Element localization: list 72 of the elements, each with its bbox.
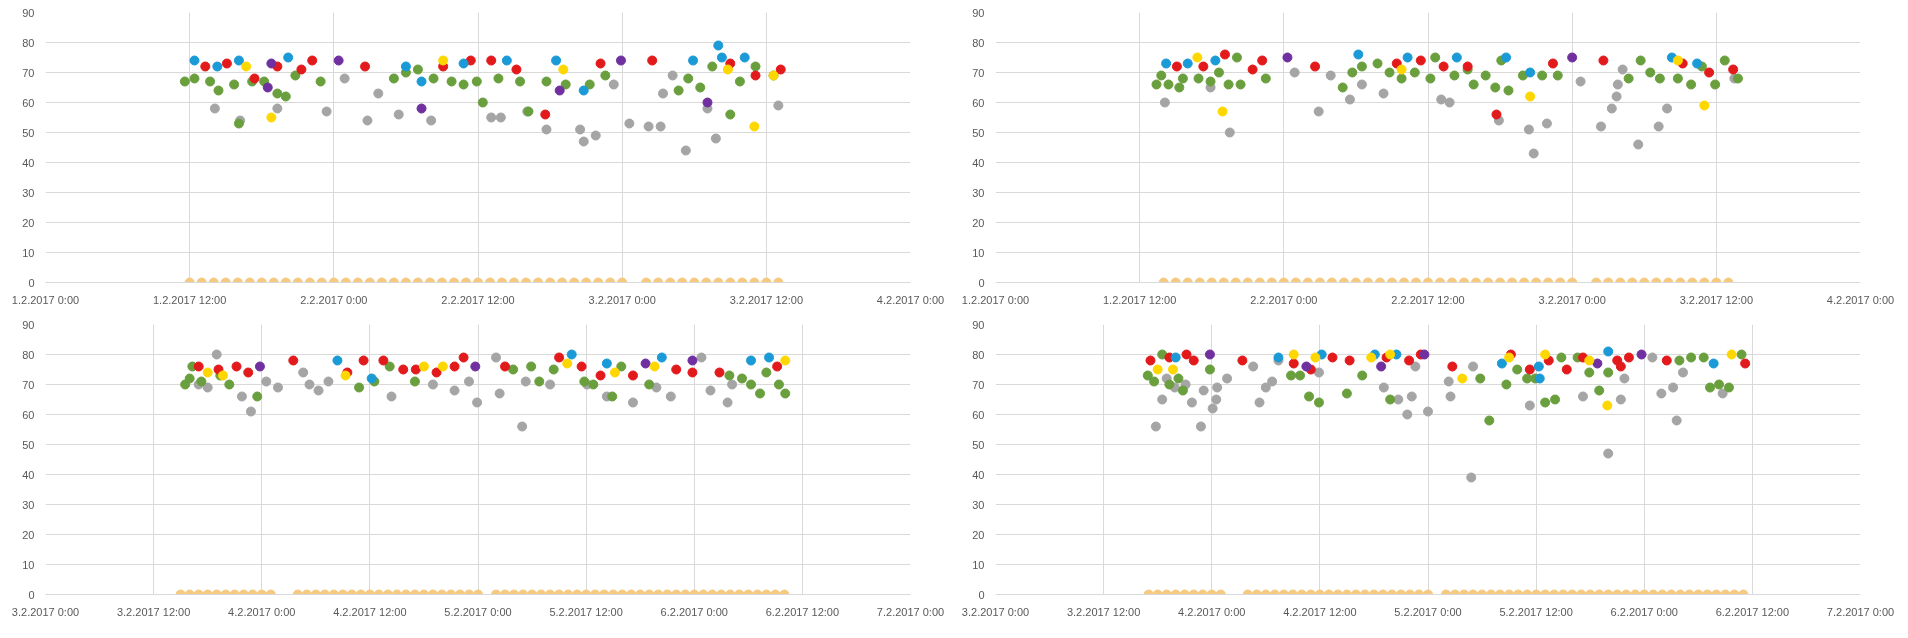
x-tick-label: 3.2.2017 12:00: [729, 293, 804, 306]
y-tick-label: 70: [972, 66, 985, 79]
x-tick-label: 7.2.2017 0:00: [876, 605, 945, 618]
x-tick-label: 6.2.2017 0:00: [1610, 605, 1678, 618]
y-tick-label: 50: [972, 126, 985, 139]
x-tick-label: 3.2.2017 0:00: [1538, 293, 1606, 306]
y-tick-label: 60: [972, 408, 985, 421]
y-tick-label: 60: [972, 96, 985, 109]
y-tick-label: 20: [22, 216, 35, 229]
y-tick-label: 30: [972, 186, 985, 199]
x-tick-label: 1.2.2017 0:00: [11, 293, 80, 306]
x-tick-label: 4.2.2017 0:00: [228, 605, 296, 618]
x-tick-label: 3.2.2017 12:00: [116, 605, 191, 618]
x-tick-label: 5.2.2017 12:00: [1499, 605, 1573, 618]
y-tick-label: 0: [978, 588, 985, 601]
y-tick-label: 60: [22, 408, 35, 421]
y-tick-label: 30: [972, 498, 985, 511]
x-tick-label: 2.2.2017 0:00: [1250, 293, 1318, 306]
y-tick-label: 50: [22, 438, 35, 451]
y-tick-label: 10: [22, 246, 35, 259]
y-tick-label: 0: [28, 588, 35, 601]
y-tick-label: 0: [28, 276, 35, 289]
y-tick-label: 70: [972, 378, 985, 391]
y-tick-label: 50: [22, 126, 35, 139]
y-tick-label: 80: [972, 36, 985, 49]
x-tick-label: 7.2.2017 0:00: [1826, 605, 1895, 618]
x-tick-label: 1.2.2017 12:00: [152, 293, 227, 306]
x-tick-label: 6.2.2017 0:00: [660, 605, 728, 618]
y-tick-label: 40: [972, 468, 985, 481]
y-tick-label: 10: [22, 558, 35, 571]
y-tick-label: 20: [972, 528, 985, 541]
y-tick-label: 0: [978, 276, 985, 289]
x-tick-label: 2.2.2017 0:00: [300, 293, 368, 306]
y-tick-label: 90: [22, 6, 35, 19]
y-tick-label: 40: [972, 156, 985, 169]
y-tick-label: 40: [22, 156, 35, 169]
y-tick-label: 70: [22, 378, 35, 391]
y-tick-label: 30: [22, 498, 35, 511]
x-tick-label: 5.2.2017 0:00: [1394, 605, 1462, 618]
x-tick-label: 3.2.2017 0:00: [961, 605, 1030, 618]
y-tick-label: 80: [22, 348, 35, 361]
y-tick-label: 90: [22, 318, 35, 331]
x-tick-label: 4.2.2017 0:00: [876, 293, 945, 306]
x-tick-label: 6.2.2017 12:00: [765, 605, 840, 618]
y-tick-label: 60: [22, 96, 35, 109]
x-tick-label: 5.2.2017 0:00: [444, 605, 512, 618]
x-tick-label: 4.2.2017 0:00: [1178, 605, 1246, 618]
y-tick-label: 90: [972, 318, 985, 331]
y-tick-label: 20: [972, 216, 985, 229]
y-tick-label: 70: [22, 66, 35, 79]
y-tick-label: 80: [972, 348, 985, 361]
y-tick-label: 20: [22, 528, 35, 541]
x-tick-label: 4.2.2017 12:00: [333, 605, 407, 618]
y-tick-label: 10: [972, 246, 985, 259]
x-tick-label: 3.2.2017 0:00: [588, 293, 656, 306]
x-tick-label: 2.2.2017 12:00: [441, 293, 515, 306]
y-tick-label: 90: [972, 6, 985, 19]
x-tick-label: 6.2.2017 12:00: [1715, 605, 1790, 618]
x-tick-label: 1.2.2017 0:00: [961, 293, 1030, 306]
x-tick-label: 3.2.2017 12:00: [1066, 605, 1141, 618]
y-tick-label: 50: [972, 438, 985, 451]
y-tick-label: 10: [972, 558, 985, 571]
x-tick-label: 5.2.2017 12:00: [549, 605, 623, 618]
x-tick-label: 4.2.2017 12:00: [1283, 605, 1357, 618]
x-tick-label: 2.2.2017 12:00: [1391, 293, 1465, 306]
y-tick-label: 80: [22, 36, 35, 49]
y-tick-label: 40: [22, 468, 35, 481]
x-tick-label: 4.2.2017 0:00: [1826, 293, 1895, 306]
x-tick-label: 1.2.2017 12:00: [1102, 293, 1177, 306]
x-tick-label: 3.2.2017 0:00: [11, 605, 80, 618]
x-tick-label: 3.2.2017 12:00: [1679, 293, 1754, 306]
y-tick-label: 30: [22, 186, 35, 199]
